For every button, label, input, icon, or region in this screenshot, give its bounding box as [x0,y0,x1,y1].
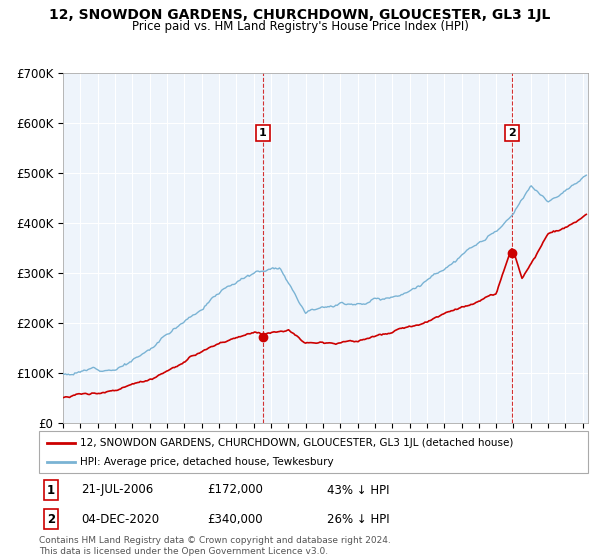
Text: 21-JUL-2006: 21-JUL-2006 [81,483,153,497]
Text: 1: 1 [47,483,55,497]
Text: 04-DEC-2020: 04-DEC-2020 [81,512,159,526]
Text: 12, SNOWDON GARDENS, CHURCHDOWN, GLOUCESTER, GL3 1JL: 12, SNOWDON GARDENS, CHURCHDOWN, GLOUCES… [49,8,551,22]
Text: Price paid vs. HM Land Registry's House Price Index (HPI): Price paid vs. HM Land Registry's House … [131,20,469,32]
Text: 12, SNOWDON GARDENS, CHURCHDOWN, GLOUCESTER, GL3 1JL (detached house): 12, SNOWDON GARDENS, CHURCHDOWN, GLOUCES… [80,437,514,447]
Text: £172,000: £172,000 [207,483,263,497]
Text: HPI: Average price, detached house, Tewkesbury: HPI: Average price, detached house, Tewk… [80,457,334,467]
Text: Contains HM Land Registry data © Crown copyright and database right 2024.
This d: Contains HM Land Registry data © Crown c… [39,536,391,556]
Text: 43% ↓ HPI: 43% ↓ HPI [327,483,389,497]
Text: £340,000: £340,000 [207,512,263,526]
Text: 1: 1 [259,128,267,138]
FancyBboxPatch shape [39,431,588,473]
Text: 2: 2 [47,512,55,526]
Text: 2: 2 [508,128,516,138]
Text: 26% ↓ HPI: 26% ↓ HPI [327,512,389,526]
